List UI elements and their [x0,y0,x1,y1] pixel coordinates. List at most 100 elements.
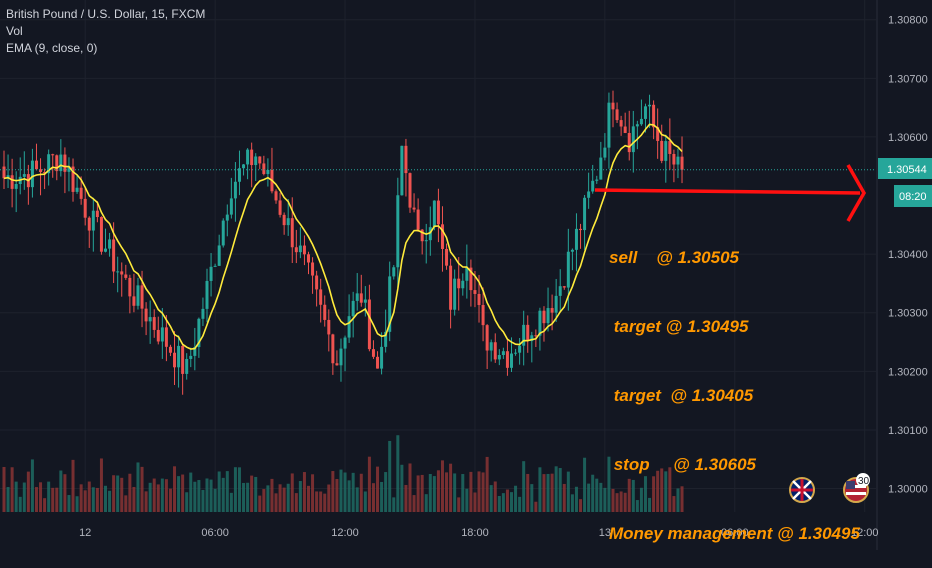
candle-body [489,342,493,351]
candle-body [635,124,639,127]
candle-body [445,248,449,266]
volume-bar [631,479,635,512]
candle-body [493,342,497,360]
volume-bar [388,440,392,512]
candle-body [10,175,14,189]
volume-bar [242,482,246,512]
candle-body [660,140,664,161]
uk-flag-icon[interactable] [789,477,815,503]
volume-bar [91,487,95,512]
volume-bar [30,459,34,512]
candle-body [185,358,189,374]
candle-body [408,173,412,208]
volume-bar [278,484,282,512]
volume-bar [648,497,652,512]
candle-body [566,251,570,288]
volume-bar [160,478,164,512]
time-tick-label: 06:00 [721,527,749,539]
candle-body [530,335,534,342]
candle-body [595,179,599,181]
ema-line [3,123,683,350]
volume-bar [254,476,258,512]
volume-bar [124,495,128,512]
candle-body [473,290,477,294]
candle-body [611,102,615,110]
volume-bar [282,487,286,512]
volume-bar [570,494,574,512]
volume-bar [47,481,51,512]
candle-body [177,345,181,368]
candle-body [363,299,367,303]
volume-bar [404,484,408,512]
candle-body [534,335,538,337]
candle-body [436,200,440,225]
volume-bar [611,488,615,512]
candle-body [587,191,591,198]
annotation-line-money-management: Money management @ 1.30495 [609,524,860,543]
candle-body [91,210,95,231]
candle-body [22,174,26,177]
volume-bar [34,487,38,512]
volume-bar [672,496,676,512]
candle-body [510,353,513,368]
candle-body [343,337,347,349]
volume-bar [213,488,217,512]
sell-arrow-icon [594,164,867,222]
volume-bar [79,484,83,512]
candle-body [254,156,258,166]
volume-bar [591,474,595,512]
candle-body [237,168,241,182]
price-tick-label: 1.30400 [888,249,928,261]
volume-bar [639,487,643,512]
candlestick-chart[interactable]: 1.30000 1.30100 1.30200 1.30300 1.30400 1.306… [0,0,932,550]
volume-bar [75,496,79,512]
candle-body [664,141,668,161]
candle-body [156,329,160,342]
candle-body [457,278,461,289]
volume-bar [424,494,428,512]
candle-body [246,149,250,165]
ema-indicator-label[interactable]: EMA (9, close, 0) [6,41,98,55]
annotation-line-stop: stop @ 1.30605 [609,455,756,474]
candle-body [331,334,335,364]
volume-bar [43,498,47,512]
candle-body [461,280,465,289]
candle-body [233,181,237,199]
candle-body [112,239,116,272]
candle-body [652,104,656,128]
candle-body [79,187,83,199]
volume-bar [286,483,290,512]
candle-body [95,210,99,218]
volume-bar [514,485,518,512]
candle-body [311,262,315,276]
candle-body [201,308,205,319]
volume-bar [298,481,302,512]
candles [2,90,684,395]
candle-body [294,247,298,253]
candle-body [189,355,193,359]
time-tick-label: 12 [79,527,91,539]
candle-body [71,166,75,192]
volume-bar [221,477,225,512]
candle-body [250,149,254,166]
volume-bar [315,491,319,512]
candle-body [603,147,607,158]
candle-body [242,164,246,169]
volume-indicator-label[interactable]: Vol [6,24,23,38]
volume-bar [201,489,205,512]
last-price-value: 1.30544 [887,164,927,176]
volume-bar [485,456,489,512]
volume-bar [128,473,132,512]
candle-body [449,265,453,310]
volume-bar [294,493,298,512]
candle-body [380,346,384,369]
volume-bar [367,456,371,512]
volume-bar [619,491,623,512]
volume-bar [311,474,315,512]
candle-body [164,327,168,347]
volume-bar [505,489,509,512]
candle-body [672,153,676,165]
volume-bar [554,466,558,512]
candle-body [583,197,587,231]
symbol-title[interactable]: British Pound / U.S. Dollar, 15, FXCM [6,7,206,21]
